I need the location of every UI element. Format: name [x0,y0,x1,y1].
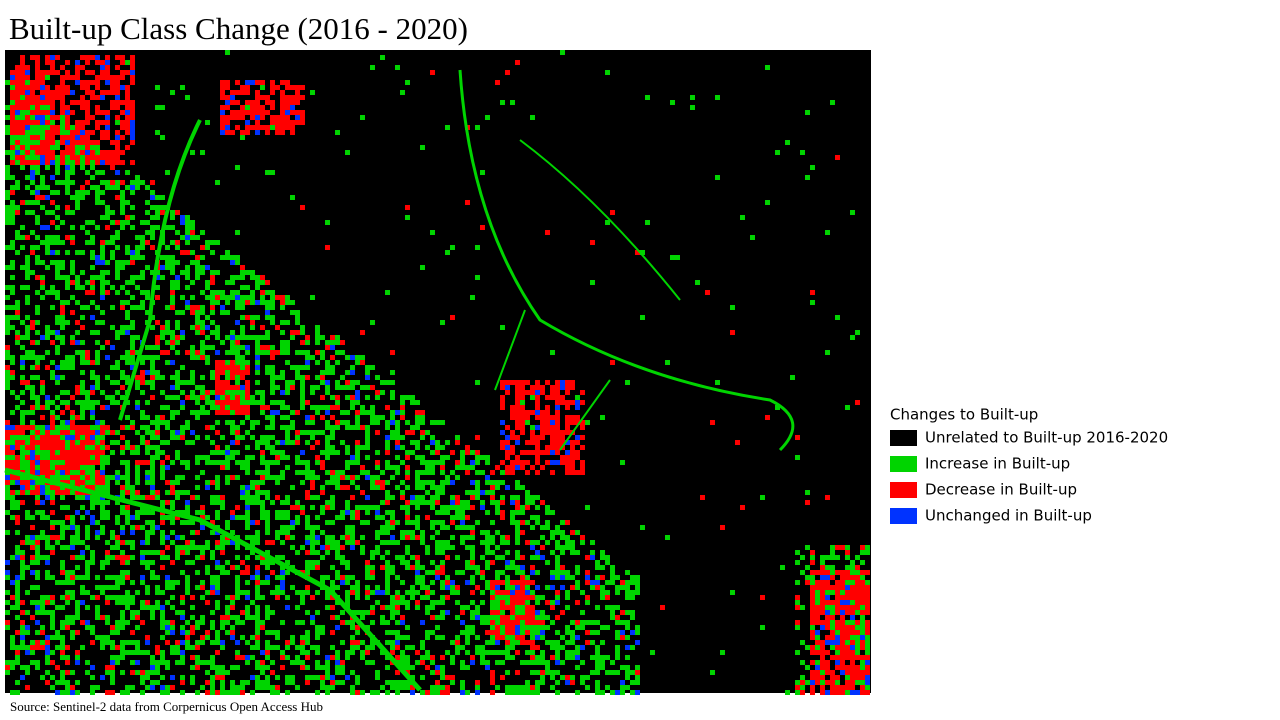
map-road [519,139,681,301]
legend-label: Unchanged in Built-up [925,507,1092,525]
map-decrease-pixels [5,55,870,695]
legend-title: Changes to Built-up [890,406,1038,424]
map-title: Built-up Class Change (2016 - 2020) [9,11,468,46]
legend-label: Increase in Built-up [925,455,1070,473]
legend-swatch [890,508,917,524]
legend-swatch [890,430,917,446]
map-frame [4,50,871,695]
map-road [494,309,526,391]
legend-label: Unrelated to Built-up 2016-2020 [925,429,1168,447]
source-note: Source: Sentinel-2 data from Corpernicus… [10,699,323,714]
legend-swatch [890,482,917,498]
map-road [118,119,202,421]
map-increase-pixels [5,50,870,695]
map-road [4,467,422,692]
legend-swatch [890,456,917,472]
legend-label: Decrease in Built-up [925,481,1077,499]
map-road [458,69,795,452]
legend: Unrelated to Built-up 2016-2020 Increase … [890,429,1168,525]
map-road [559,379,611,451]
